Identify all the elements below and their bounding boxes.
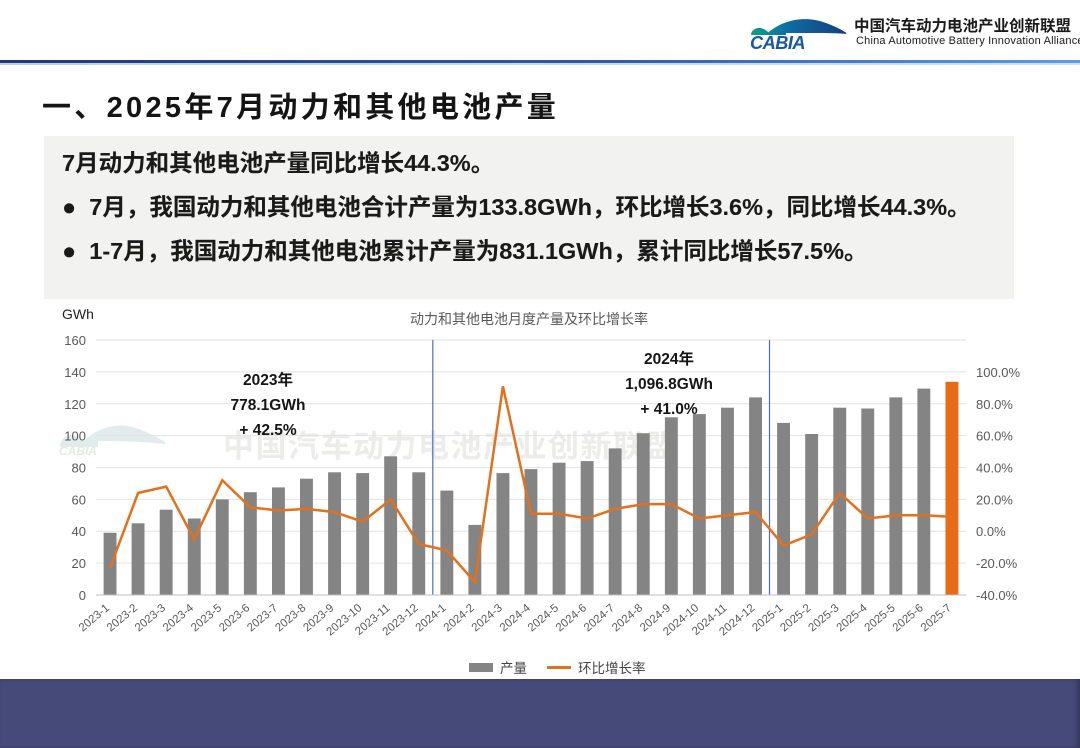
svg-text:2024-2: 2024-2 xyxy=(442,602,477,634)
svg-text:2023-4: 2023-4 xyxy=(161,602,197,635)
svg-text:2025-6: 2025-6 xyxy=(891,602,926,634)
svg-text:-20.0%: -20.0% xyxy=(976,556,1018,571)
svg-text:2023-1: 2023-1 xyxy=(77,602,112,634)
svg-text:60.0%: 60.0% xyxy=(976,429,1013,444)
svg-text:140: 140 xyxy=(64,365,86,380)
svg-text:0.0%: 0.0% xyxy=(976,524,1006,539)
svg-text:80.0%: 80.0% xyxy=(976,397,1013,412)
svg-text:100.0%: 100.0% xyxy=(976,365,1021,380)
svg-text:2025-2: 2025-2 xyxy=(778,602,813,634)
svg-text:2023-7: 2023-7 xyxy=(245,602,280,634)
svg-text:40.0%: 40.0% xyxy=(976,461,1013,476)
svg-text:2023-2: 2023-2 xyxy=(105,602,140,634)
svg-text:160: 160 xyxy=(64,333,86,348)
svg-text:2025-4: 2025-4 xyxy=(835,602,871,635)
svg-text:2023-3: 2023-3 xyxy=(133,602,168,634)
svg-text:2024-7: 2024-7 xyxy=(582,602,617,634)
svg-text:20.0%: 20.0% xyxy=(976,492,1013,507)
svg-text:2023-8: 2023-8 xyxy=(273,602,308,634)
svg-text:80: 80 xyxy=(72,461,86,476)
svg-text:2023-5: 2023-5 xyxy=(189,602,224,634)
svg-text:2024-6: 2024-6 xyxy=(554,602,589,634)
svg-text:CABIA: CABIA xyxy=(750,33,805,51)
svg-text:2024-5: 2024-5 xyxy=(526,602,561,634)
svg-text:20: 20 xyxy=(72,556,86,571)
svg-text:100: 100 xyxy=(64,429,86,444)
svg-text:40: 40 xyxy=(72,524,86,539)
svg-text:0: 0 xyxy=(79,588,86,603)
svg-text:2024-3: 2024-3 xyxy=(470,602,505,634)
svg-text:2024-1: 2024-1 xyxy=(414,602,449,634)
svg-text:2025-1: 2025-1 xyxy=(750,602,785,634)
svg-text:2024-8: 2024-8 xyxy=(610,602,645,634)
svg-text:120: 120 xyxy=(64,397,86,412)
svg-text:2025-5: 2025-5 xyxy=(863,602,898,634)
svg-text:2025-7: 2025-7 xyxy=(919,602,954,634)
svg-text:2024-4: 2024-4 xyxy=(498,602,534,635)
svg-text:60: 60 xyxy=(72,492,86,507)
svg-text:-40.0%: -40.0% xyxy=(976,588,1018,603)
svg-text:2025-3: 2025-3 xyxy=(806,602,841,634)
svg-text:2023-6: 2023-6 xyxy=(217,602,252,634)
